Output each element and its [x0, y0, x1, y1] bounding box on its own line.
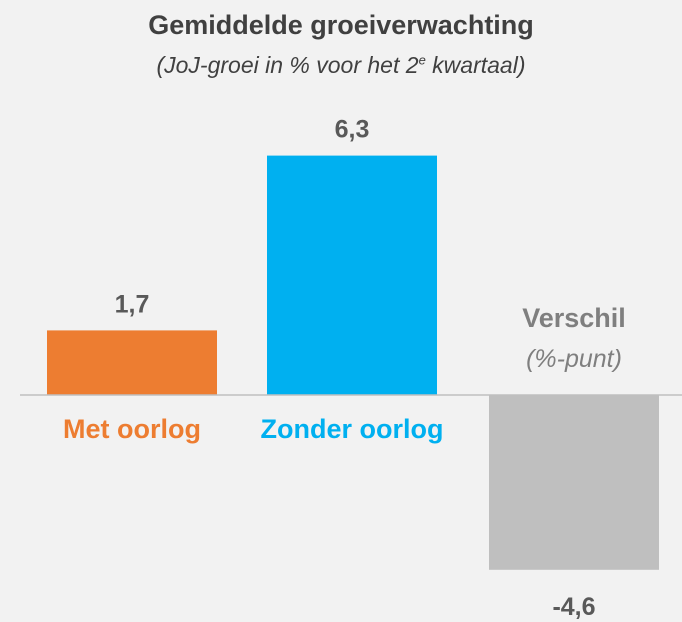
bar-0 [47, 330, 217, 395]
category-label: Zonder oorlog [261, 414, 444, 444]
data-label: -4,6 [552, 593, 595, 621]
bar-2 [489, 395, 659, 570]
chart-title: Gemiddelde groeiverwachting [148, 10, 534, 40]
category-label: Met oorlog [63, 414, 201, 444]
category-sublabel: (%-punt) [526, 345, 622, 373]
data-label: 6,3 [335, 116, 370, 144]
category-label: Verschil [522, 303, 626, 333]
chart-subtitle: (JoJ-groei in % voor het 2e kwartaal) [156, 52, 526, 78]
data-label: 1,7 [115, 290, 150, 318]
bar-1 [267, 155, 437, 395]
